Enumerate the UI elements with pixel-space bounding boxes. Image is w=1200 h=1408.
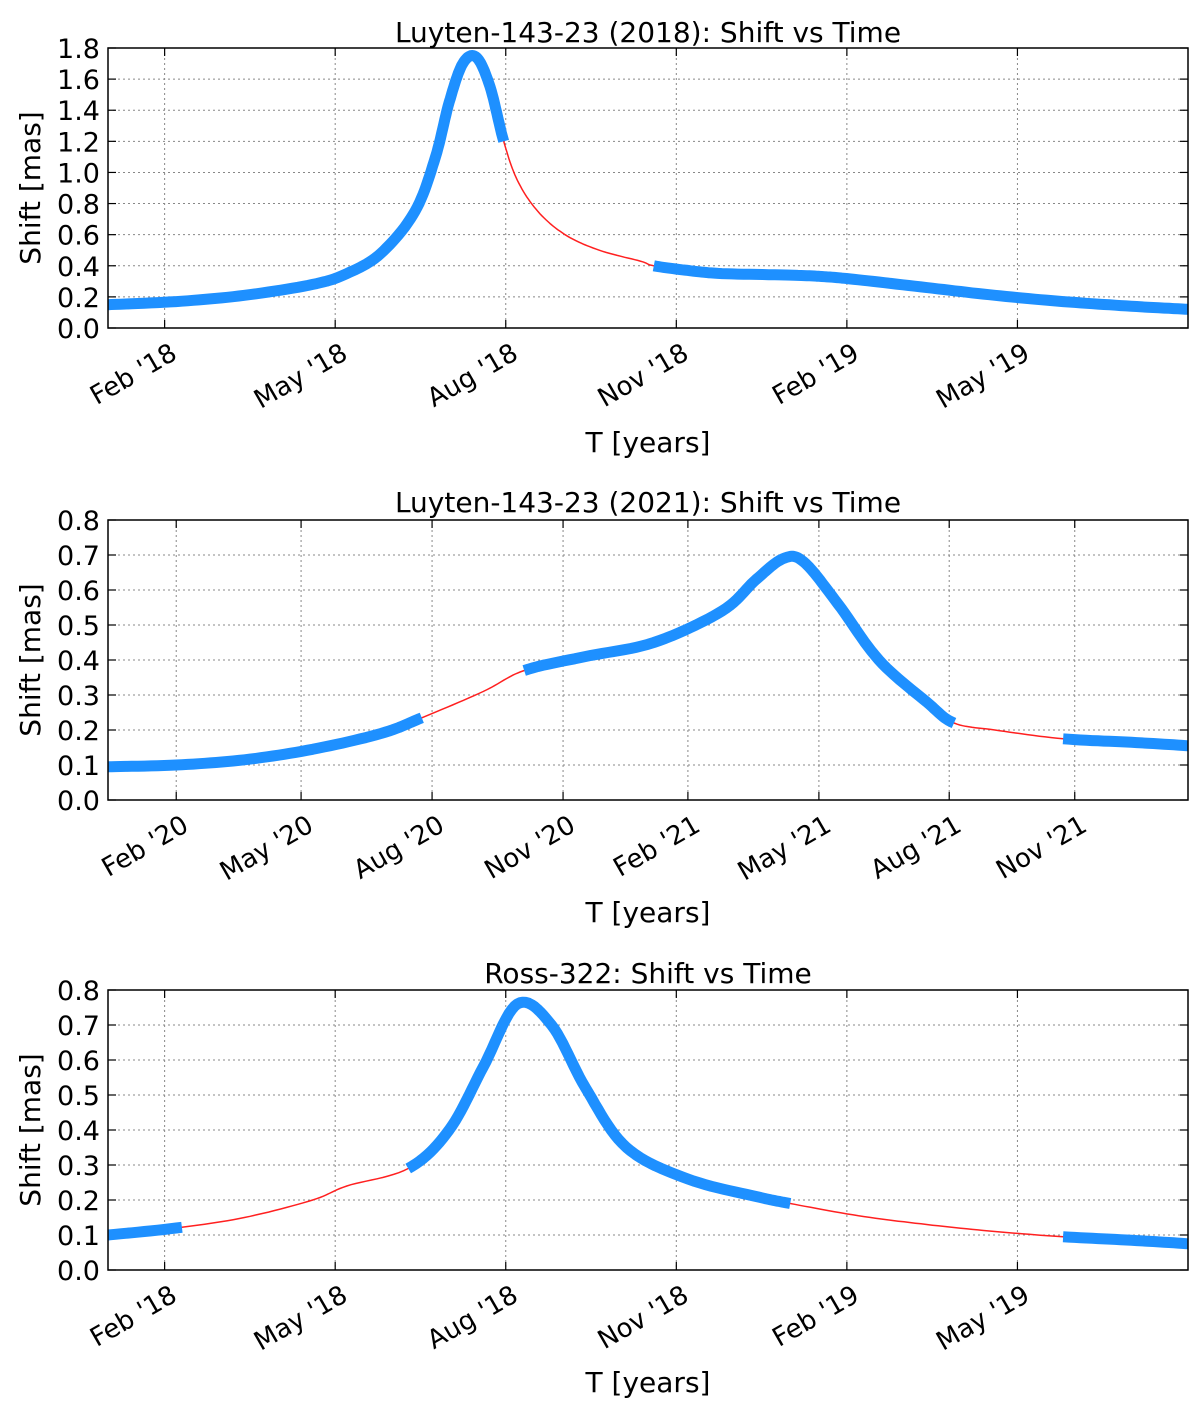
observed-segment: [522, 550, 957, 729]
chart-title: Ross-322: Shift vs Time: [484, 957, 812, 990]
y-axis-label: Shift [mas]: [14, 111, 47, 264]
x-axis-label: T [years]: [585, 426, 711, 459]
y-tick-label: 0.8: [57, 506, 100, 537]
series-lines: [105, 550, 1191, 773]
y-tick-label: 0.4: [57, 252, 100, 283]
y-axis-label: Shift [mas]: [14, 1053, 47, 1206]
y-tick-label: 0.8: [57, 976, 100, 1007]
y-tick-label: 0.6: [57, 576, 100, 607]
series-lines: [105, 50, 1191, 315]
y-tick-label: 0.2: [57, 283, 100, 314]
y-tick-label: 1.6: [57, 65, 100, 96]
x-axis-label: T [years]: [585, 896, 711, 929]
plot-frame: [107, 989, 1189, 1271]
y-tick-label: 0.3: [57, 1151, 100, 1182]
y-tick-label: 0.8: [57, 190, 100, 221]
y-tick-label: 0.4: [57, 646, 100, 677]
observed-segment: [650, 260, 1191, 315]
observed-segment: [105, 712, 424, 773]
y-tick-label: 0.4: [57, 1116, 100, 1147]
y-tick-label: 0.2: [57, 1186, 100, 1217]
y-tick-label: 1.2: [57, 127, 100, 158]
y-tick-label: 0.0: [57, 314, 100, 345]
observed-segment: [1062, 733, 1191, 752]
chart-title: Luyten-143-23 (2021): Shift vs Time: [395, 486, 901, 519]
y-tick-label: 1.4: [57, 96, 100, 127]
chart-title: Luyten-143-23 (2018): Shift vs Time: [395, 16, 901, 49]
y-tick-label: 0.0: [57, 786, 100, 817]
y-ticks: 0.00.20.40.60.81.01.21.41.61.8: [57, 34, 1188, 345]
y-tick-label: 0.6: [57, 1046, 100, 1077]
y-tick-label: 0.2: [57, 716, 100, 747]
observed-segment: [105, 1221, 183, 1241]
series-lines: [105, 996, 1191, 1250]
y-tick-label: 0.6: [57, 221, 100, 252]
y-tick-label: 1.0: [57, 158, 100, 189]
x-axis-label: T [years]: [585, 1366, 711, 1399]
y-tick-label: 0.1: [57, 1221, 100, 1252]
y-tick-label: 0.3: [57, 681, 100, 712]
y-tick-label: 1.8: [57, 34, 100, 65]
observed-segment: [105, 50, 510, 311]
y-tick-label: 0.7: [57, 1011, 100, 1042]
y-tick-label: 0.1: [57, 751, 100, 782]
observed-segment: [1062, 1231, 1191, 1250]
y-tick-label: 0.7: [57, 541, 100, 572]
y-tick-label: 0.5: [57, 1081, 100, 1112]
plot-frame: [107, 519, 1189, 801]
plot-frame: [107, 47, 1189, 329]
y-axis-label: Shift [mas]: [14, 583, 47, 736]
y-ticks: 0.0 0.1 0.2 0.3 0.4 0.5 0.6 0.7 0.8: [57, 976, 1188, 1287]
y-tick-label: 0.0: [57, 1256, 100, 1287]
y-tick-label: 0.5: [57, 611, 100, 642]
y-ticks: 0.0 0.1 0.2 0.3 0.4 0.5 0.6 0.7 0.8: [57, 506, 1188, 817]
observed-segment: [405, 996, 792, 1209]
